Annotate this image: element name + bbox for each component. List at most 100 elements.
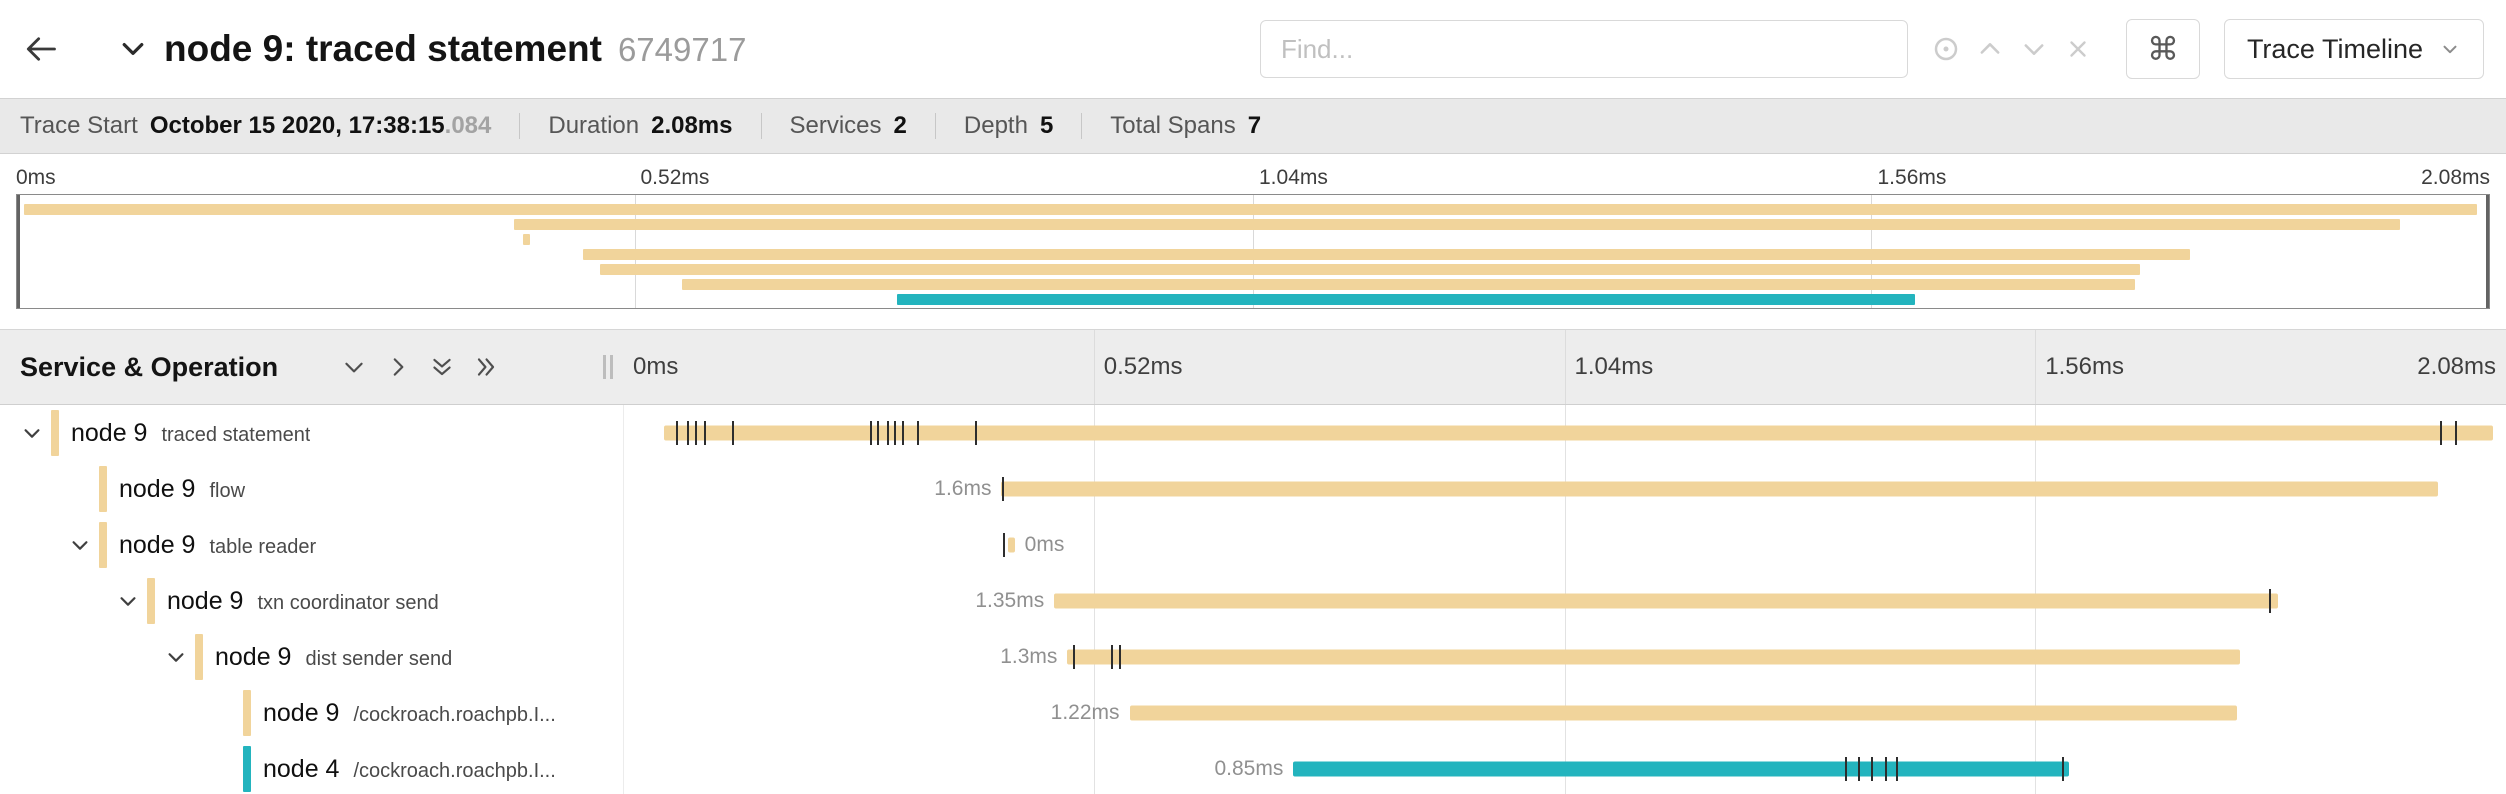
minimap-span-bar	[600, 264, 2141, 275]
trace-id: 6749717	[617, 31, 747, 68]
ruler-tick-label: 1.56ms	[2045, 353, 2124, 380]
duration-value: 2.08ms	[651, 112, 733, 139]
timeline-header-row: Service & Operation 0ms 0.52ms 1.04	[0, 329, 2506, 405]
span-bar-cell[interactable]	[623, 405, 2506, 461]
expand-one-icon[interactable]	[376, 354, 420, 380]
span-log-tick	[894, 421, 897, 445]
expand-collapse-controls	[332, 354, 508, 380]
timeline-gridline	[1093, 330, 1095, 404]
focus-match-icon[interactable]	[1924, 34, 1968, 64]
span-name-cell[interactable]: node 9/cockroach.roachpb.I...	[0, 685, 623, 741]
span-bar[interactable]	[1054, 593, 2279, 609]
span-name-cell[interactable]: node 9 table reader	[0, 517, 623, 573]
trace-start-label: Trace Start	[20, 112, 138, 139]
span-color-strip	[243, 746, 251, 792]
span-duration-label: 1.6ms	[934, 477, 992, 500]
span-log-tick	[732, 421, 735, 445]
trace-minimap: 0ms 0.52ms 1.04ms 1.56ms 2.08ms	[0, 154, 2506, 309]
span-log-tick	[1845, 757, 1848, 781]
span-log-tick	[975, 421, 978, 445]
span-name-cell[interactable]: node 4/cockroach.roachpb.I...	[0, 741, 623, 794]
minimap-tick-label: 1.04ms	[1259, 166, 1328, 189]
span-color-strip	[147, 578, 155, 624]
collapse-chevron-icon[interactable]	[21, 422, 51, 444]
span-bar[interactable]	[1293, 761, 2070, 777]
collapse-chevron-icon[interactable]	[165, 646, 195, 668]
ruler-tick-label: 0.52ms	[1103, 353, 1183, 380]
span-log-tick	[886, 421, 889, 445]
span-log-tick	[869, 421, 872, 445]
depth-label: Depth	[963, 112, 1028, 139]
find-toolbar: ⌘ Trace Timeline	[1259, 19, 2484, 79]
trace-view-dropdown[interactable]: Trace Timeline	[2223, 19, 2484, 79]
keyboard-shortcuts-button[interactable]: ⌘	[2125, 19, 2200, 79]
collapse-all-icon[interactable]	[420, 354, 464, 380]
span-bar-cell[interactable]: 1.6ms	[623, 461, 2506, 517]
timeline-gridline	[2035, 330, 2037, 404]
indent-spacer	[0, 713, 243, 714]
span-log-tick	[687, 421, 690, 445]
minimap-scrubber-right[interactable]	[2486, 195, 2489, 308]
span-row: node 9 dist sender send 1.3ms	[0, 629, 2506, 685]
span-log-tick	[1884, 757, 1887, 781]
span-log-tick	[916, 421, 919, 445]
collapse-chevron-icon[interactable]	[117, 590, 147, 612]
span-duration-label: 1.3ms	[1000, 645, 1058, 668]
span-bar[interactable]	[1067, 649, 2241, 665]
service-name: node 9	[215, 642, 292, 671]
span-log-tick	[901, 421, 904, 445]
span-name-cell[interactable]: node 9 dist sender send	[0, 629, 623, 685]
top-bar: node 9: traced statement 6749717 ⌘	[0, 0, 2506, 98]
ruler-tick-label: 2.08ms	[2417, 353, 2496, 380]
minimap-span-bar	[681, 279, 2136, 290]
span-bar-cell[interactable]: 0.85ms	[623, 741, 2506, 794]
indent-spacer	[0, 657, 165, 658]
total-spans-value: 7	[1247, 112, 1262, 139]
span-duration-label: 1.35ms	[975, 589, 1045, 612]
span-bar[interactable]	[664, 425, 2493, 441]
span-color-strip	[195, 634, 203, 680]
indent-spacer	[0, 489, 99, 490]
collapse-one-icon[interactable]	[332, 354, 376, 380]
span-bar-cell[interactable]: 1.3ms	[623, 629, 2506, 685]
span-bar-cell[interactable]: 1.35ms	[623, 573, 2506, 629]
span-log-tick	[703, 421, 706, 445]
span-name-cell[interactable]: node 9 traced statement	[0, 405, 623, 461]
span-log-tick	[2268, 589, 2271, 613]
page-title: node 9: traced statement 6749717	[164, 28, 746, 70]
back-button[interactable]	[22, 30, 60, 68]
next-result-icon[interactable]	[2012, 35, 2056, 63]
minimap-axis: 0ms 0.52ms 1.04ms 1.56ms 2.08ms	[16, 164, 2490, 194]
minimap-span-bar	[897, 294, 1916, 305]
span-bar[interactable]	[1001, 481, 2439, 497]
timeline-gridline	[1564, 330, 1566, 404]
divider	[1081, 113, 1083, 139]
minimap-canvas[interactable]	[16, 194, 2490, 309]
find-input[interactable]	[1259, 20, 1908, 78]
minimap-tick-label: 1.56ms	[1877, 166, 1947, 189]
collapse-trace-title-icon[interactable]	[118, 34, 148, 64]
indent-spacer	[0, 433, 21, 434]
span-color-strip	[99, 522, 107, 568]
prev-result-icon[interactable]	[1968, 35, 2012, 63]
span-bar[interactable]	[1129, 705, 2237, 721]
minimap-span-bar	[522, 234, 530, 245]
minimap-scrubber-left[interactable]	[17, 195, 20, 308]
span-bar-cell[interactable]: 1.22ms	[623, 685, 2506, 741]
span-bar[interactable]	[1008, 537, 1015, 553]
operation-name: table reader	[209, 535, 317, 558]
span-log-tick	[694, 421, 697, 445]
service-name: node 9	[167, 586, 244, 615]
span-name-cell[interactable]: node 9 flow	[0, 461, 623, 517]
clear-search-icon[interactable]	[2056, 36, 2100, 62]
span-bar-cell[interactable]: 0ms	[623, 517, 2506, 573]
span-name-cell[interactable]: node 9 txn coordinator send	[0, 573, 623, 629]
ruler-tick-label: 1.04ms	[1574, 353, 1654, 380]
span-duration-label: 0.85ms	[1214, 757, 1284, 780]
span-color-strip	[51, 410, 59, 456]
span-log-tick	[1119, 645, 1122, 669]
collapse-chevron-icon[interactable]	[69, 534, 99, 556]
minimap-span-bar	[583, 249, 2190, 260]
column-resize-grip[interactable]	[599, 355, 613, 379]
expand-all-icon[interactable]	[464, 354, 508, 380]
